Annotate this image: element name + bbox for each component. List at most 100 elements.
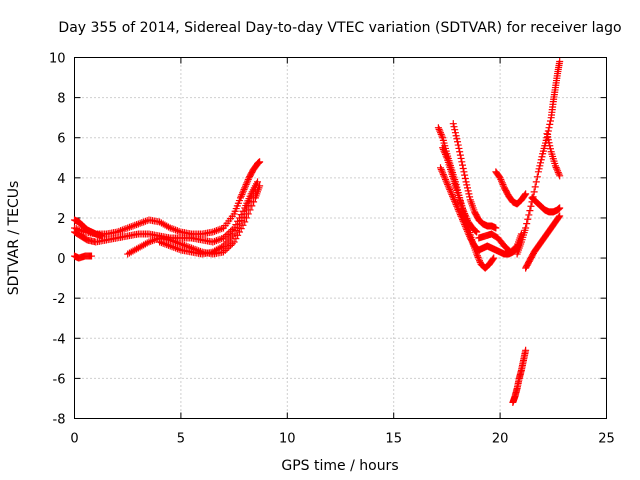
data-point	[492, 224, 500, 232]
x-axis-label: GPS time / hours	[281, 458, 398, 474]
data-point	[497, 176, 505, 184]
data-point	[241, 182, 249, 190]
data-point	[474, 253, 482, 261]
y-tick-label: -2	[53, 292, 66, 307]
data-point	[437, 129, 445, 137]
data-point	[522, 224, 530, 232]
data-point	[449, 120, 457, 128]
data-point	[241, 184, 249, 192]
y-axis-label: SDTVAR / TECUs	[6, 181, 22, 296]
data-point	[489, 255, 497, 263]
data-point	[244, 202, 252, 210]
data-point	[465, 231, 473, 239]
data-point	[458, 214, 466, 222]
data-point	[537, 156, 545, 164]
y-tick-label: 4	[57, 172, 65, 187]
data-point	[443, 179, 451, 187]
data-point	[243, 179, 251, 187]
data-point	[538, 153, 546, 161]
data-point	[460, 168, 468, 176]
data-point	[476, 257, 484, 265]
data-point	[459, 164, 467, 172]
data-point	[473, 250, 481, 258]
data-point	[498, 177, 506, 185]
series-track-3	[71, 216, 106, 240]
data-point	[441, 150, 449, 158]
data-point	[244, 177, 252, 185]
data-point	[251, 186, 259, 194]
data-point	[530, 188, 538, 196]
data-point	[522, 346, 530, 354]
series-track-4	[71, 252, 96, 262]
data-point	[452, 132, 460, 140]
data-point	[98, 232, 106, 240]
data-point	[555, 170, 563, 178]
data-point	[239, 189, 247, 197]
data-point	[238, 191, 246, 199]
x-tick-label: 5	[177, 432, 185, 447]
data-point	[500, 182, 508, 190]
data-point	[521, 191, 529, 199]
data-point	[239, 187, 247, 195]
data-point	[442, 177, 450, 185]
data-point	[457, 212, 465, 220]
data-point	[446, 187, 454, 195]
data-point	[551, 162, 559, 170]
data-point	[460, 208, 468, 216]
data-point	[522, 190, 530, 198]
data-point	[444, 182, 452, 190]
x-tick-label: 0	[70, 432, 78, 447]
data-point	[436, 127, 444, 135]
x-tick-label: 25	[598, 432, 615, 447]
data-point	[456, 148, 464, 156]
data-point	[553, 165, 561, 173]
y-tick-label: 10	[49, 52, 66, 67]
data-point	[459, 161, 467, 169]
data-point	[243, 214, 251, 222]
data-point	[523, 220, 531, 228]
data-point	[466, 232, 474, 240]
data-point	[448, 191, 456, 199]
y-tick-label: -6	[53, 372, 66, 387]
chart-title: Day 355 of 2014, Sidereal Day-to-day VTE…	[58, 20, 621, 36]
y-tick-label: 2	[57, 212, 65, 227]
data-point	[546, 142, 554, 150]
data-point	[455, 144, 463, 152]
data-point	[463, 184, 471, 192]
data-point	[534, 168, 542, 176]
data-point	[544, 136, 552, 144]
data-point	[438, 132, 446, 140]
data-point	[524, 215, 532, 223]
data-point	[256, 182, 264, 190]
data-point	[434, 124, 442, 132]
data-point	[556, 204, 564, 212]
data-point	[546, 117, 554, 125]
x-tick-label: 20	[492, 432, 509, 447]
data-point	[554, 168, 562, 176]
data-points	[71, 58, 564, 406]
data-point	[543, 130, 551, 138]
data-point	[88, 252, 96, 260]
plot-frame	[74, 57, 607, 419]
data-point	[451, 129, 459, 137]
data-point	[459, 217, 467, 225]
series-track-11	[475, 230, 525, 256]
data-point	[254, 178, 262, 186]
data-point	[444, 181, 452, 189]
data-point	[237, 192, 245, 200]
data-point	[462, 224, 470, 232]
data-point	[465, 190, 473, 198]
data-point	[556, 172, 564, 180]
data-point	[532, 178, 540, 186]
data-point	[452, 201, 460, 209]
data-point	[445, 184, 453, 192]
data-point	[471, 227, 479, 235]
y-tick-label: 8	[57, 92, 65, 107]
data-point	[439, 169, 447, 177]
data-point	[439, 145, 447, 153]
data-point	[449, 192, 457, 200]
data-point	[456, 209, 464, 217]
data-point	[546, 145, 554, 153]
data-point	[463, 227, 471, 235]
